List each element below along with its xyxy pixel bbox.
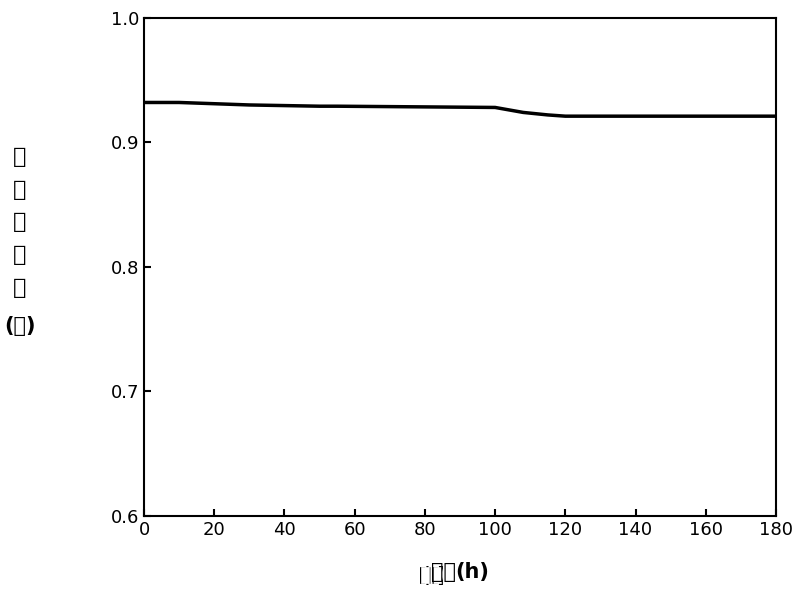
Text: 率: 率: [14, 278, 26, 298]
Text: 时间: 时间: [419, 565, 444, 585]
Text: (h): (h): [455, 562, 490, 582]
Text: 时间: 时间: [430, 562, 455, 582]
Text: 甲: 甲: [14, 147, 26, 167]
Text: 烷: 烷: [14, 180, 26, 200]
Text: 化: 化: [14, 245, 26, 265]
Text: 时间(h): 时间(h): [414, 565, 474, 585]
Text: 转: 转: [14, 212, 26, 232]
Text: (％): (％): [4, 316, 36, 336]
